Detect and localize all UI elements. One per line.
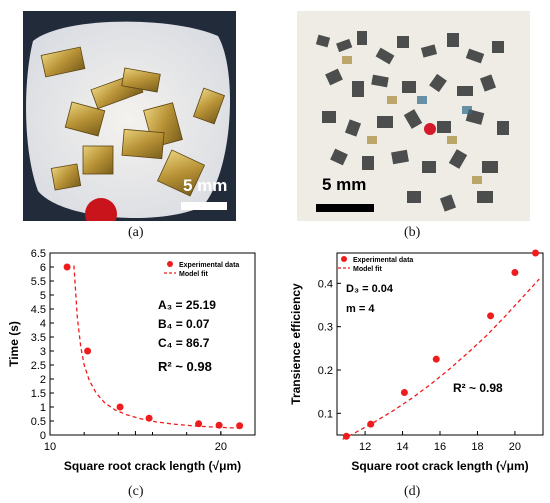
y-tick-label: 3.5 (31, 332, 46, 344)
x-tick-label: 20 (215, 441, 227, 453)
x-tick-label: 18 (471, 441, 483, 453)
x-tick-label: 20 (509, 441, 521, 453)
scalebar-a (181, 202, 227, 210)
x-tick-label: 16 (434, 441, 446, 453)
chart-c: 0 0.5 1 1.5 2 2.5 3 3.5 4 4.5 5 5.5 6 6.5 10 20 Square r… (7, 248, 256, 473)
y-tick-label: 1.5 (31, 388, 46, 400)
panel-label-a: (a) (128, 225, 144, 240)
y-tick-label: 2 (40, 374, 46, 386)
x-axis-label: Square root crack length (√μm) (351, 459, 528, 473)
y-tick-label: 0 (40, 430, 46, 442)
fit-annotation: A₃ = 25.19 (158, 298, 216, 312)
legend-marker-data (167, 261, 173, 267)
x-axis-label: Square root crack length (√μm) (64, 459, 241, 473)
fit-annotation: m = 4 (346, 303, 375, 315)
y-tick-label: 3 (40, 346, 46, 358)
model-fit-line (73, 265, 244, 429)
fit-annotation: R² ~ 0.98 (453, 381, 503, 395)
panel-label-b: (b) (404, 225, 421, 240)
scalebar-a-label: 5 mm (183, 176, 228, 195)
fit-annotation: R² ~ 0.98 (158, 359, 212, 374)
legend-label-fit: Model fit (179, 271, 208, 278)
data-point (84, 347, 92, 355)
x-tick-label: 10 (44, 441, 56, 453)
y-tick-label: 6.5 (31, 248, 46, 260)
photo-a-image (23, 11, 236, 221)
legend-marker-data (341, 256, 347, 262)
y-axis-label: Transience efficiency (289, 283, 303, 405)
y-tick-label: 4 (40, 318, 46, 330)
chart-d: 0.1 0.2 0.3 0.4 12 14 16 18 20 Square root crack … (289, 249, 544, 473)
fit-annotation: D₃ = 0.04 (346, 283, 394, 295)
data-point (400, 389, 408, 397)
scalebar-b (316, 204, 374, 212)
fit-annotation: C₄ = 86.7 (158, 336, 210, 350)
y-tick-label: 4.5 (31, 304, 46, 316)
y-tick-label: 0.1 (318, 408, 333, 420)
y-tick-label: 0.5 (31, 416, 46, 428)
photo-a: 5 mm (23, 11, 236, 221)
y-axis-label: Time (s) (7, 321, 21, 367)
x-tick-label: 14 (396, 441, 408, 453)
y-tick-label: 5.5 (31, 276, 46, 288)
data-point (511, 269, 519, 276)
panel-label-c: (c) (128, 484, 144, 499)
legend-label-fit: Model fit (353, 266, 382, 273)
photo-b-image (297, 11, 530, 221)
y-tick-label: 2.5 (31, 360, 46, 372)
x-tick-label: 12 (359, 441, 371, 453)
data-point (432, 355, 440, 363)
y-tick-label: 0.3 (318, 322, 333, 334)
y-tick-label: 1 (40, 402, 46, 414)
data-point (63, 263, 71, 271)
y-tick-label: 6 (40, 262, 46, 274)
model-fit-line (342, 278, 540, 440)
y-tick-label: 5 (40, 290, 46, 302)
y-tick-label: 0.2 (318, 365, 333, 377)
data-point (532, 249, 540, 257)
panel-label-d: (d) (404, 484, 421, 499)
data-point (487, 312, 495, 320)
y-tick-label: 0.4 (318, 278, 333, 290)
plot-frame (336, 252, 544, 436)
data-point (116, 403, 124, 411)
legend-label-data: Experimental data (353, 257, 413, 264)
scalebar-b-label: 5 mm (322, 175, 367, 194)
photo-b: 5 mm (297, 11, 530, 221)
fit-annotation: B₄ = 0.07 (158, 317, 210, 331)
legend-label-data: Experimental data (179, 262, 239, 269)
